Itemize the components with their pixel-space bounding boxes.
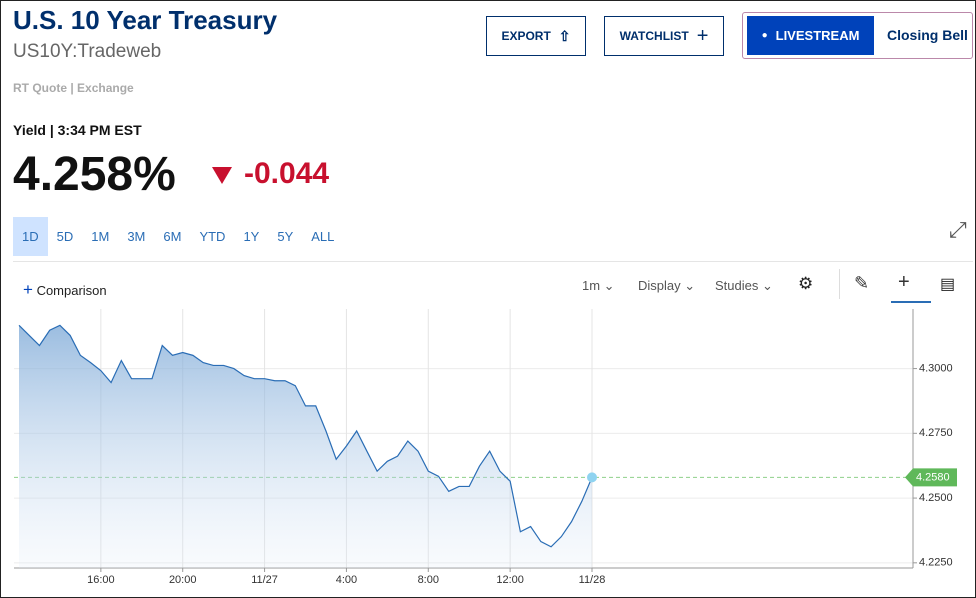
change: -0.044 — [244, 157, 330, 190]
toolbar-divider — [839, 269, 840, 299]
draw-icon[interactable]: ✎ — [854, 273, 870, 293]
range-tabs: 1D 5D 1M 3M 6M YTD 1Y 5Y ALL — [13, 217, 343, 256]
x-tick-label: 16:00 — [87, 574, 115, 586]
area — [19, 325, 592, 568]
studies-button[interactable]: Studies ⌄ — [715, 278, 773, 293]
range-tab[interactable]: 3M — [127, 229, 146, 244]
export-label: EXPORT — [501, 29, 551, 43]
symbol: US10Y:Tradeweb — [13, 41, 162, 62]
range-tab[interactable]: 1Y — [243, 229, 260, 244]
down-arrow — [212, 167, 232, 184]
x-tick-label: 20:00 — [169, 574, 197, 586]
x-tick-label: 11/27 — [251, 574, 278, 586]
crosshair-icon[interactable]: + — [898, 271, 910, 293]
livestream-box: ● LIVESTREAM Closing Bell — [742, 12, 973, 59]
livestream-label: LIVESTREAM — [775, 28, 860, 43]
range-tab[interactable]: ALL — [311, 229, 335, 244]
price: 4.258% — [13, 148, 176, 201]
range-tab[interactable]: YTD — [199, 229, 226, 244]
x-tick-label: 12:00 — [496, 574, 524, 586]
livestream-button[interactable]: ● LIVESTREAM — [747, 16, 874, 55]
closing-bell[interactable]: Closing Bell — [887, 27, 968, 43]
interval-label: 1m — [582, 278, 601, 293]
x-tick-label: 11/28 — [579, 574, 606, 586]
last-value-label: 4.2580 — [916, 471, 950, 483]
line — [18, 324, 593, 548]
quote-source: RT Quote | Exchange — [13, 81, 134, 95]
active-indicator — [891, 301, 931, 303]
interval-button[interactable]: 1m ⌄ — [582, 278, 615, 293]
y-tick-label: 4.2250 — [919, 557, 953, 569]
display-label: Display — [638, 278, 681, 293]
range-tab[interactable]: 5Y — [277, 229, 294, 244]
range-tab[interactable]: 1D — [13, 217, 48, 256]
studies-label: Studies — [715, 278, 759, 293]
quote-label: Yield | 3:34 PM EST — [13, 122, 142, 138]
settings-icon[interactable]: ⚙ — [798, 274, 814, 293]
y-tick-label: 4.3000 — [919, 362, 953, 374]
y-tick-label: 4.2500 — [919, 492, 953, 504]
separator — [13, 261, 973, 262]
x-tick-label: 4:00 — [336, 574, 357, 586]
comment-icon[interactable]: ▤ — [940, 276, 956, 293]
comparison-label: Comparison — [36, 283, 107, 298]
export-button[interactable]: EXPORT ⇧ — [486, 16, 586, 56]
last-value-tag — [905, 468, 957, 487]
range-tab[interactable]: 1M — [91, 229, 110, 244]
last-point — [587, 472, 597, 483]
title: U.S. 10 Year Treasury — [13, 5, 278, 35]
expand-icon[interactable]: ⤢ — [949, 217, 967, 242]
display-button[interactable]: Display ⌄ — [638, 278, 696, 293]
watchlist-label: WATCHLIST — [619, 29, 689, 43]
comparison-button[interactable]: + Comparison — [23, 280, 107, 299]
watchlist-button[interactable]: WATCHLIST + — [604, 16, 724, 56]
x-tick-label: 8:00 — [418, 574, 439, 586]
range-tab[interactable]: 5D — [56, 229, 74, 244]
y-tick-label: 4.2750 — [919, 427, 953, 439]
range-tab[interactable]: 6M — [163, 229, 182, 244]
